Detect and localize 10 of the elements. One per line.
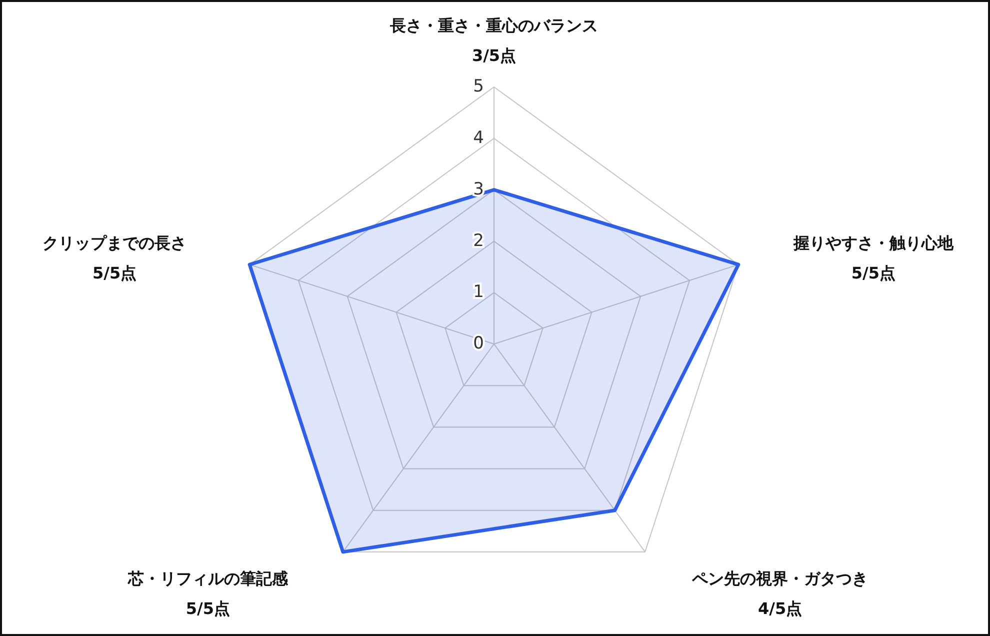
spoke-label: 長さ・重さ・重心のバランス 3/5点 bbox=[389, 16, 598, 66]
y-tick-label: 1 bbox=[473, 282, 484, 302]
y-tick-label: 5 bbox=[473, 76, 484, 97]
spoke-label: クリップまでの長さ 5/5点 bbox=[42, 234, 187, 283]
y-tick-label: 2 bbox=[473, 230, 484, 251]
spoke-label: 握りやすさ・触り心地 5/5点 bbox=[792, 234, 954, 283]
y-tick-label: 4 bbox=[473, 128, 484, 148]
y-tick-label: 0 bbox=[473, 334, 484, 354]
spoke-label: ペン先の視界・ガタつき 4/5点 bbox=[691, 569, 868, 618]
spoke-label: 芯・リフィルの筆記感 5/5点 bbox=[126, 569, 289, 618]
